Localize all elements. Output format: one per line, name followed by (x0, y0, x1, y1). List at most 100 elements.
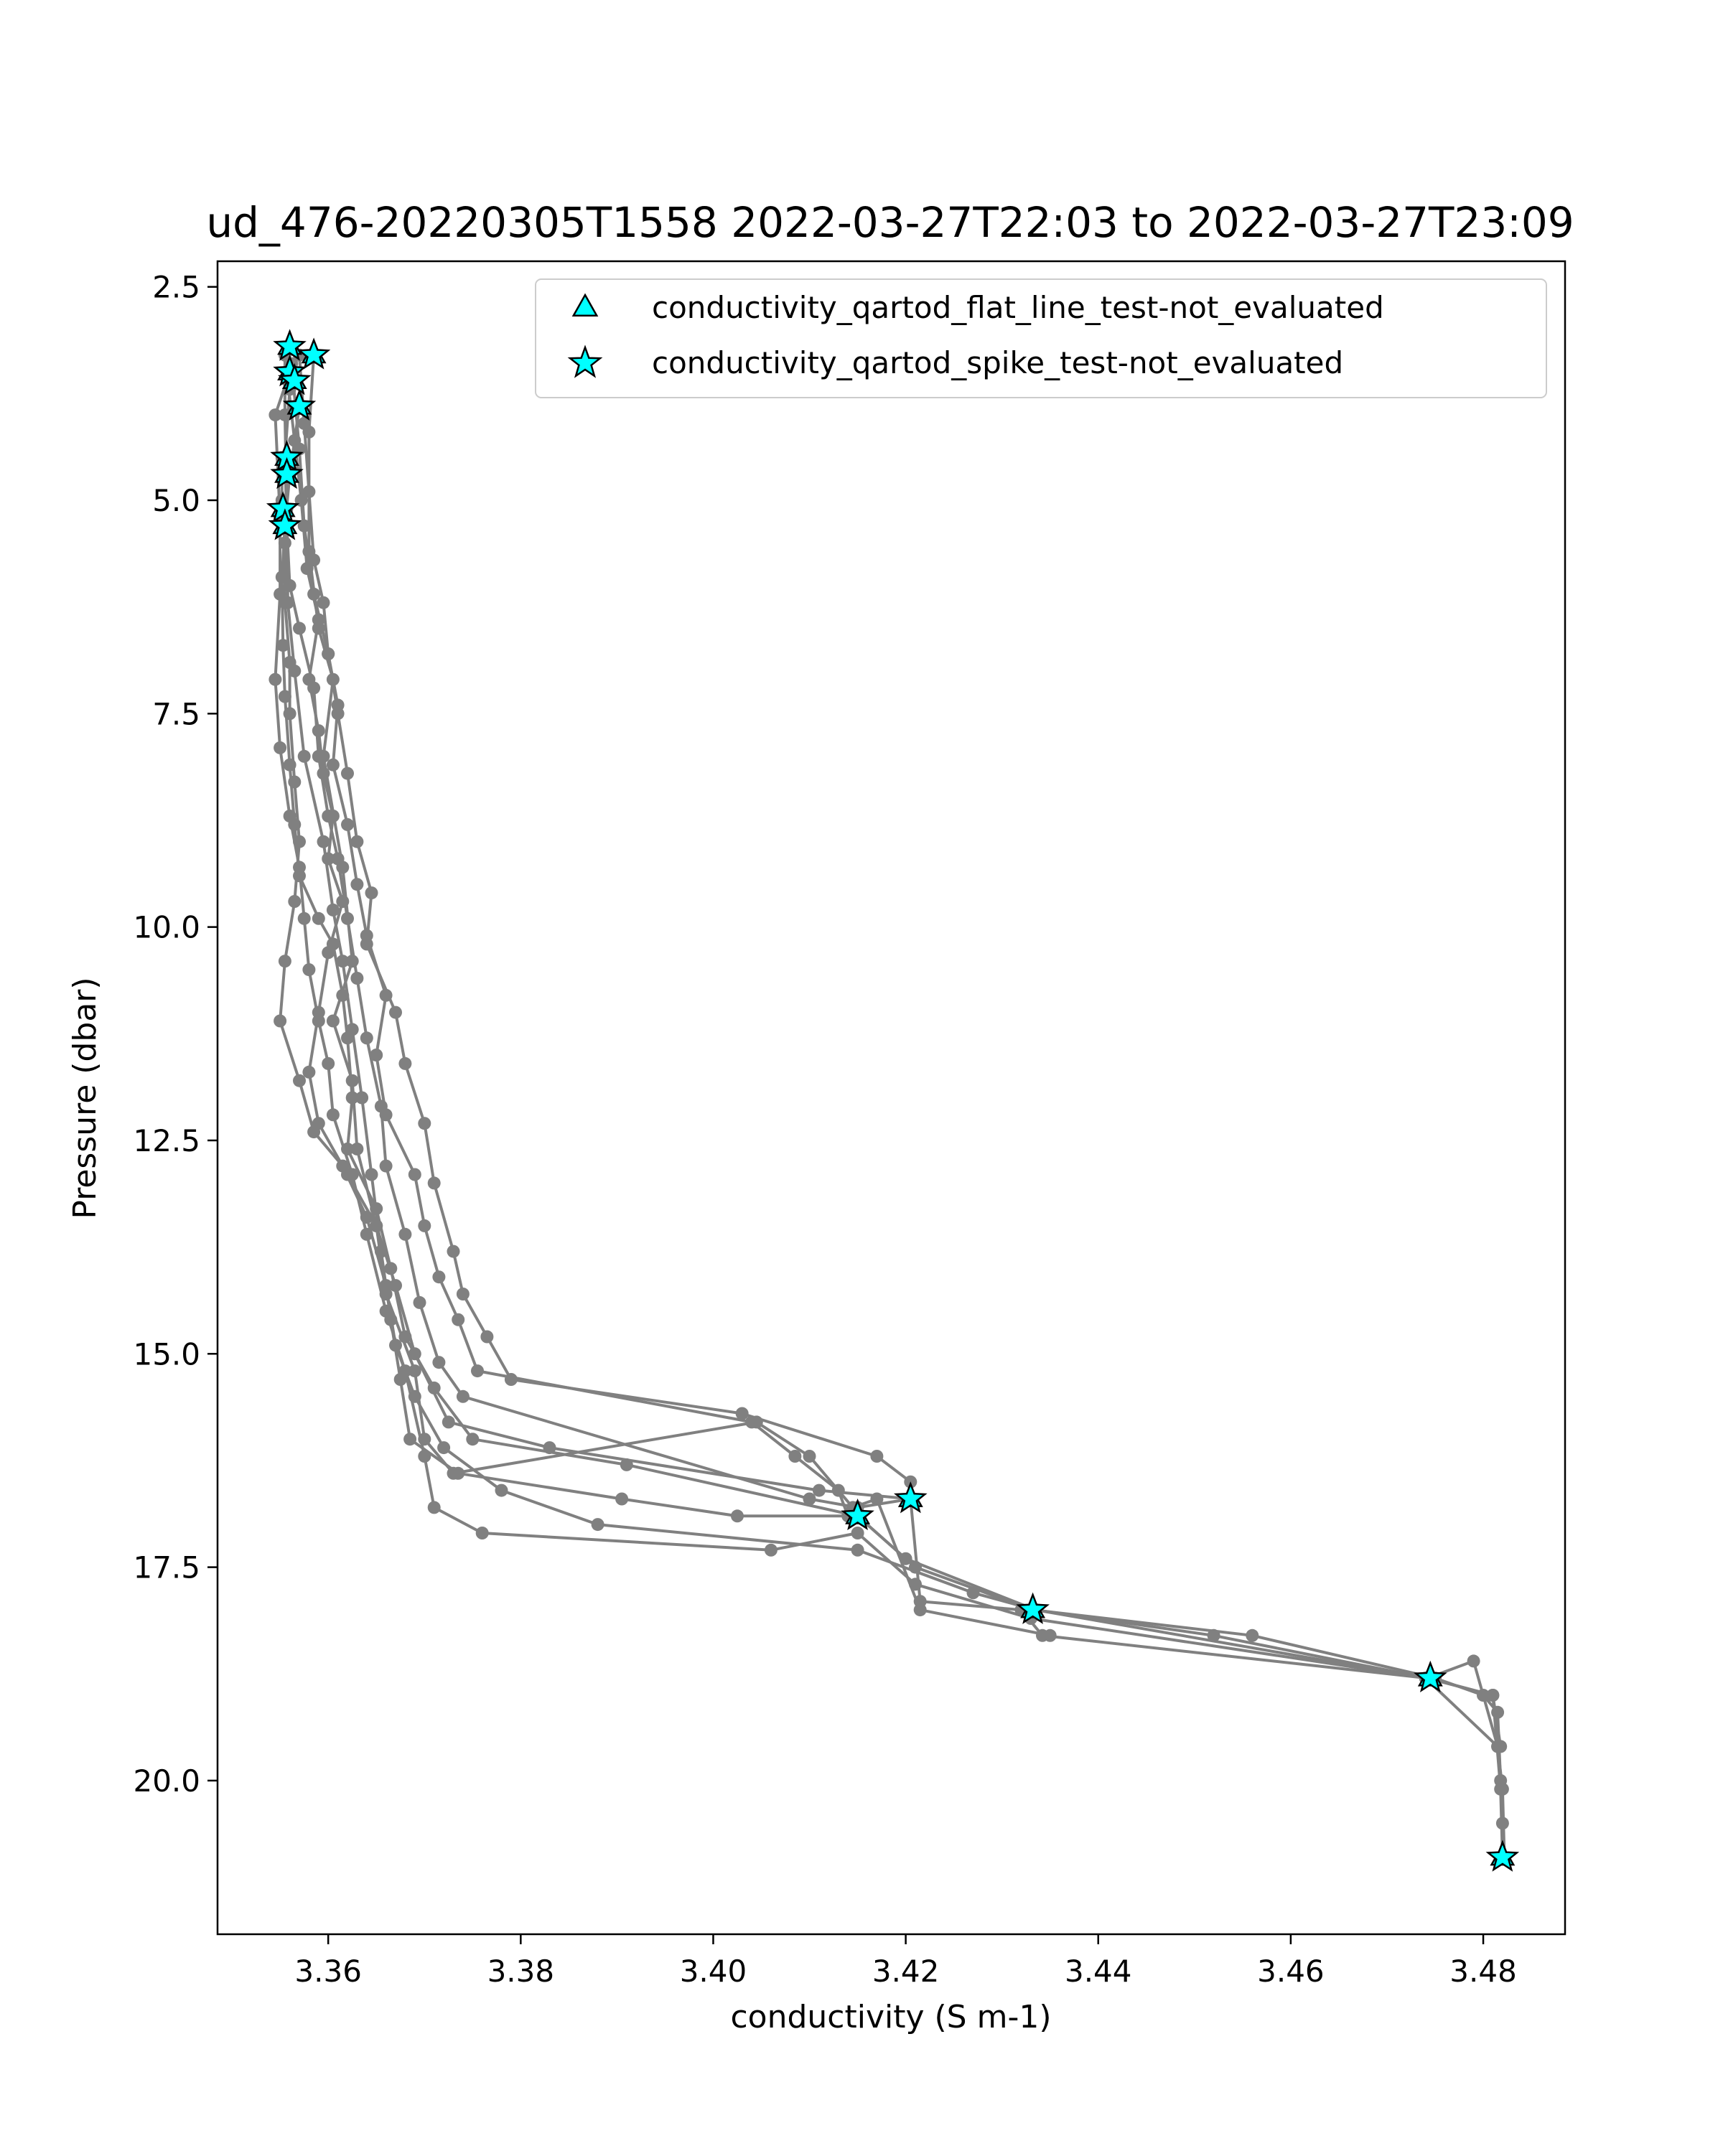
spike-marker (270, 456, 304, 489)
data-point (418, 1117, 431, 1130)
data-point (274, 1014, 287, 1028)
data-point (408, 1364, 421, 1378)
data-point (341, 817, 354, 831)
data-point (336, 1159, 350, 1173)
data-point (1467, 1654, 1480, 1668)
data-point (418, 1450, 431, 1463)
data-point (418, 1219, 431, 1232)
data-point (1246, 1628, 1259, 1642)
data-point (495, 1484, 508, 1497)
x-tick-label: 3.48 (1449, 1954, 1517, 1989)
data-point (326, 1014, 340, 1028)
data-point (788, 1450, 802, 1463)
data-point (432, 1270, 446, 1284)
data-point (365, 1168, 378, 1181)
data-point (418, 1433, 431, 1446)
data-point (831, 1484, 845, 1497)
x-tick-label: 3.42 (872, 1954, 940, 1989)
profile-line (280, 406, 1499, 1748)
x-tick-label: 3.46 (1257, 1954, 1325, 1989)
data-point (317, 835, 330, 848)
data-point (389, 1006, 402, 1019)
data-point (302, 1065, 316, 1079)
data-point (398, 1056, 412, 1070)
data-point (283, 578, 296, 592)
data-point (326, 1108, 340, 1122)
data-point (312, 749, 325, 763)
spike-marker (1485, 1839, 1520, 1872)
spike-marker (278, 363, 312, 395)
data-point (355, 1091, 369, 1105)
data-point (591, 1518, 604, 1532)
data-point (341, 1142, 354, 1156)
data-point (851, 1543, 864, 1557)
data-point (504, 1373, 518, 1386)
data-point (471, 1364, 484, 1378)
data-point (851, 1527, 864, 1539)
data-point (480, 1330, 494, 1344)
data-point (427, 1501, 441, 1514)
data-point (345, 1091, 359, 1105)
data-point (403, 1433, 417, 1446)
data-point (365, 886, 378, 900)
data-point (341, 767, 354, 780)
data-point (350, 878, 364, 891)
data-point (276, 639, 290, 652)
data-point (336, 988, 350, 1002)
data-point (326, 758, 340, 772)
x-tick-label: 3.38 (487, 1954, 555, 1989)
data-point (370, 1049, 383, 1061)
data-point (803, 1450, 816, 1463)
data-point (456, 1389, 470, 1403)
data-point (293, 1074, 306, 1087)
data-point (427, 1176, 441, 1190)
x-tick-label: 3.36 (294, 1954, 362, 1989)
data-point (413, 1295, 426, 1309)
data-point (764, 1543, 778, 1557)
data-point (442, 1415, 455, 1429)
data-point (297, 911, 311, 925)
y-axis-label: Pressure (dbar) (67, 977, 103, 1219)
legend-marker-spike (567, 345, 603, 378)
data-point (731, 1509, 744, 1523)
data-point (466, 1433, 480, 1446)
spike-marker (1414, 1660, 1447, 1693)
legend-star-icon (567, 345, 603, 378)
data-point (350, 972, 364, 985)
data-point (350, 835, 364, 848)
data-point (322, 647, 335, 661)
data-point (1494, 1782, 1508, 1796)
data-point (398, 1227, 412, 1241)
data-point (370, 1202, 383, 1216)
data-point (870, 1492, 884, 1506)
data-point (360, 1211, 373, 1224)
spike-marker (273, 329, 307, 361)
data-point (331, 852, 345, 866)
data-point (370, 1219, 383, 1232)
x-tick-label: 3.44 (1065, 1954, 1132, 1989)
data-point (297, 417, 311, 430)
x-axis-label: conductivity (S m-1) (730, 1999, 1051, 2035)
data-point (288, 895, 302, 908)
data-point (297, 519, 311, 533)
data-point (312, 1006, 325, 1019)
data-point (427, 1381, 441, 1395)
data-point (966, 1586, 980, 1600)
data-point (307, 1125, 321, 1139)
data-point (408, 1168, 421, 1181)
y-tick-label: 10.0 (133, 910, 200, 945)
y-tick-label: 17.5 (133, 1550, 200, 1585)
data-point (341, 1031, 354, 1045)
spike-marker (841, 1498, 874, 1530)
plot-area (266, 329, 1520, 1872)
data-point (374, 1100, 388, 1113)
data-point (452, 1313, 465, 1326)
data-point (274, 741, 287, 754)
plot-frame (216, 260, 1566, 1936)
y-tick-label: 15.0 (133, 1336, 200, 1372)
legend-box (535, 278, 1547, 398)
data-point (735, 1407, 749, 1420)
data-point (475, 1527, 489, 1539)
legend-label-flat-line: conductivity_qartod_flat_line_test-not_e… (652, 290, 1384, 325)
